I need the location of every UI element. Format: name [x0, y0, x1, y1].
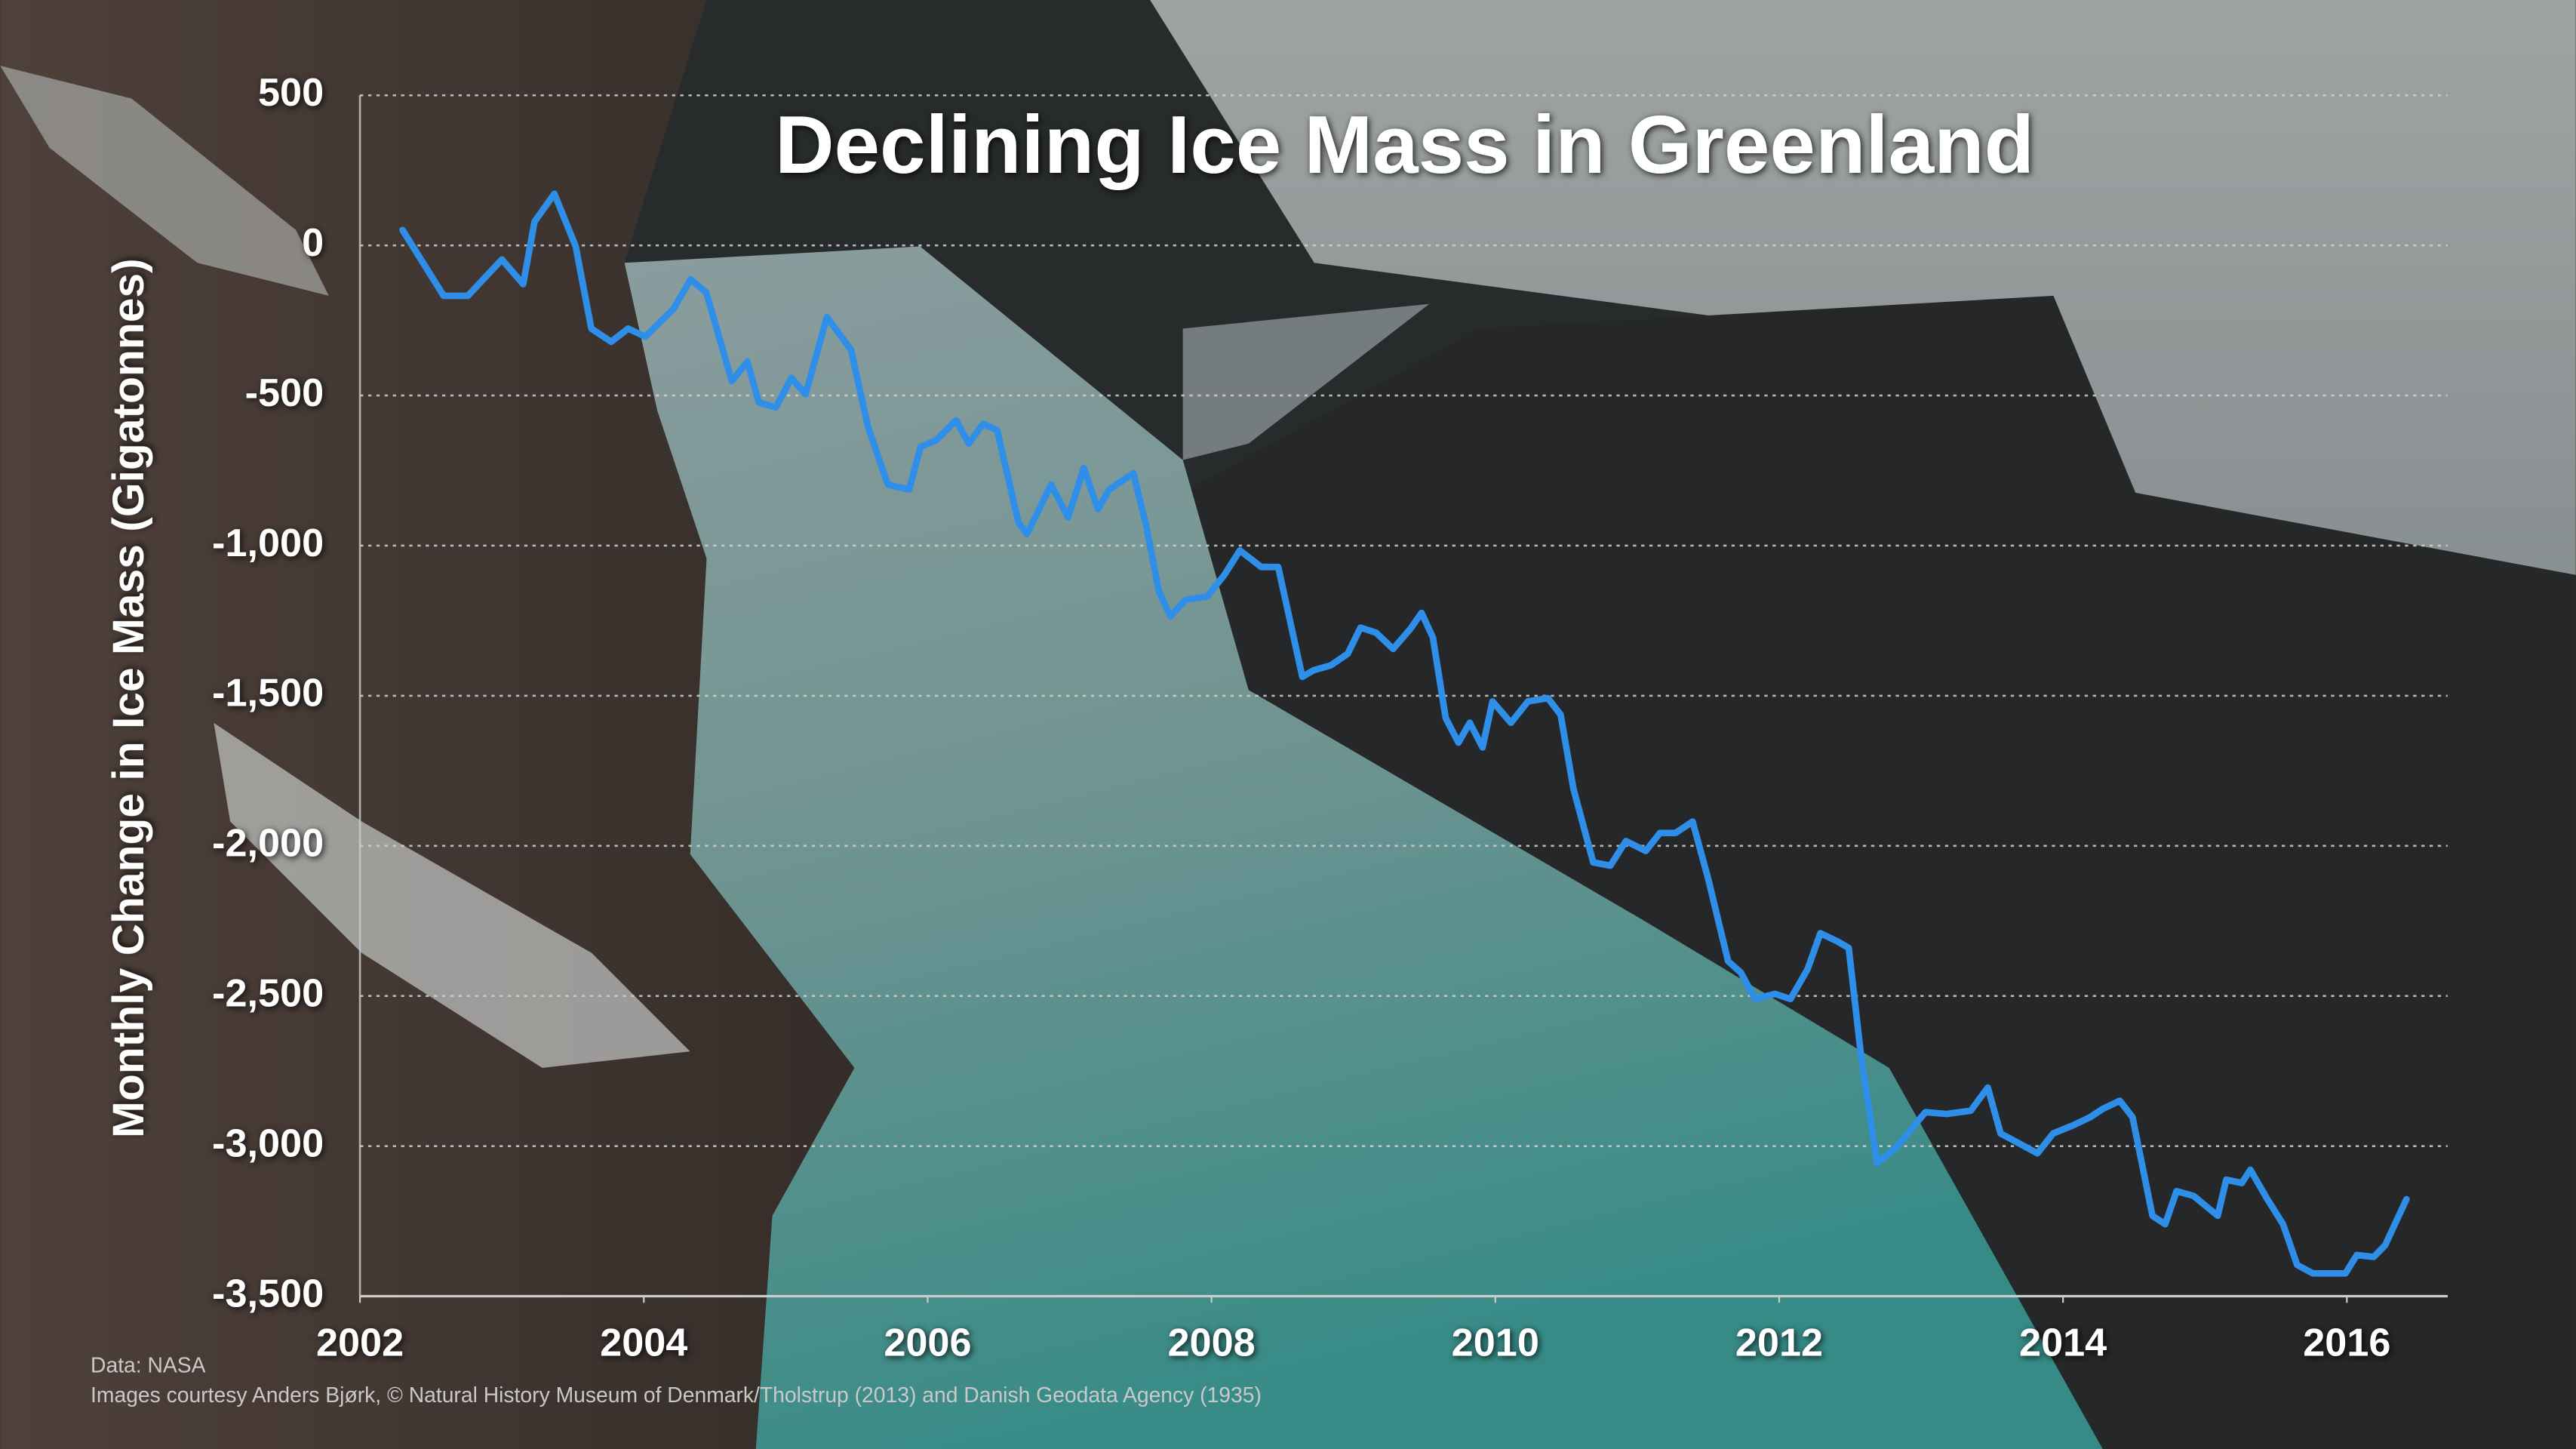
- y-tick-label: -2,500: [212, 972, 324, 1016]
- y-tick-label: -2,000: [212, 822, 324, 866]
- x-tick-label: 2006: [884, 1321, 971, 1365]
- chart-title: Declining Ice Mass in Greenland: [775, 99, 2034, 191]
- x-tick-label: 2016: [2303, 1321, 2390, 1365]
- data-line: [399, 190, 2410, 1277]
- y-tick-label: -3,000: [212, 1121, 324, 1165]
- y-tick-label: 500: [258, 71, 324, 115]
- x-tick-label: 2008: [1168, 1321, 1256, 1365]
- source-note: Data: NASA: [91, 1353, 206, 1377]
- y-tick-label: 0: [302, 221, 324, 265]
- x-tick-label: 2014: [2019, 1321, 2107, 1365]
- x-tick-label: 2012: [1735, 1321, 1823, 1365]
- y-tick-label: -500: [245, 371, 324, 415]
- x-tick-label: 2004: [600, 1321, 687, 1365]
- y-tick-label: -1,500: [212, 672, 324, 715]
- y-tick-label: -1,000: [212, 521, 324, 565]
- y-tick-label: -3,500: [212, 1272, 324, 1315]
- x-tick-label: 2002: [316, 1321, 404, 1365]
- y-axis-label: Monthly Change in Ice Mass (Gigatonnes): [104, 258, 153, 1138]
- image-credits: Images courtesy Anders Bjørk, © Natural …: [91, 1383, 1262, 1407]
- x-tick-label: 2010: [1452, 1321, 1539, 1365]
